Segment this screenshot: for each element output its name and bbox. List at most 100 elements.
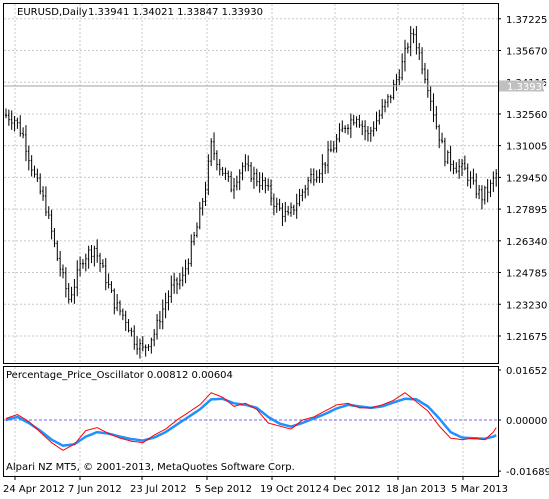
ohlc-bar [489,179,492,198]
price-tick-label: 1.32560 [506,110,547,121]
ohlc-bar [101,259,104,269]
ohlc-bar [164,292,167,319]
ohlc-bar [224,167,227,180]
ohlc-bar [361,120,364,136]
ohlc-bar [418,42,421,61]
ohlc-bar [272,193,275,216]
price-tick-label: 1.21675 [506,332,547,343]
ohlc-bar [158,310,161,330]
ohlc-bar [133,325,136,350]
indicator-label: Percentage_Price_Oscillator 0.00812 0.00… [6,370,233,381]
ohlc-bar [39,173,42,195]
ohlc-bar [7,109,10,126]
ppo-line [5,392,497,451]
time-tick-label: 23 Jul 2012 [130,484,187,495]
ohlc-bar [364,120,367,141]
ohlc-bar [247,155,250,172]
ohlc-bar [141,336,144,352]
ohlc-bar [113,288,116,315]
ohlc-bar [33,165,36,178]
ohlc-bar [181,266,184,287]
main-pane-frame [3,3,499,364]
ohlc-bar [307,176,310,196]
ohlc-bar [329,140,332,153]
price-tick-label: 1.26340 [506,237,547,248]
ohlc-bar [315,170,318,183]
ohlc-bar [443,137,446,167]
ohlc-bar [495,169,498,187]
ohlc-bar [67,282,70,304]
ohlc-bar [110,281,113,293]
ohlc-bar [250,162,253,183]
ohlc-bar [190,234,193,267]
ohlc-bar [304,184,307,199]
ohlc-bar [421,47,424,75]
ohlc-bar [432,93,435,123]
ohlc-bar [366,125,369,142]
ohlc-bar [230,171,233,193]
ohlc-bar [461,158,463,176]
ohlc-bar [287,205,290,216]
ohlc-bar [5,108,7,119]
ohlc-bar [321,154,324,183]
ohlc-bar [404,39,406,72]
ohlc-bar [398,69,401,86]
ohlc-bar [150,337,153,354]
ohlc-bar [261,172,264,190]
ohlc-bar [161,299,164,330]
ohlc-bar [53,228,56,248]
time-tick-label: 7 Jun 2012 [68,484,122,495]
ohlc-bar [455,162,458,174]
ohlc-bar [30,155,33,177]
ohlc-bar [87,245,90,269]
ohlc-bar [409,26,412,57]
time-tick-label: 5 Sep 2012 [195,484,252,495]
time-tick-label: 19 Oct 2012 [260,484,322,495]
ohlc-bar [449,145,452,172]
ohlc-bar [170,275,173,303]
ohlc-bar [241,162,244,181]
ohlc-bar [138,338,141,359]
ohlc-bar [258,172,261,193]
ohlc-bar [358,114,361,128]
ohlc-bar [121,308,124,321]
ohlc-bar [42,186,45,201]
ohlc-bar [452,160,455,175]
ohlc-bar [255,168,258,187]
ohlc-bar [107,273,110,289]
price-tick-label: 1.29450 [506,173,547,184]
ohlc-bar [233,178,235,199]
ohlc-bar [127,319,130,333]
ohlc-bar [22,127,25,139]
ohlc-bar [472,168,475,185]
ohlc-bar [290,202,292,217]
ohlc-bar [275,197,278,213]
ohlc-bar [218,159,221,176]
ohlc-bar [64,267,67,298]
ohlc-bar [79,256,82,277]
ohlc-bar [50,209,53,240]
ohlc-bar [84,253,87,272]
ohlc-bar [81,259,84,269]
ohlc-bar [327,140,330,174]
ohlc-bar [215,150,218,171]
time-tick-label: 18 Jan 2013 [386,484,446,495]
ohlc-bar [221,166,224,176]
ohlc-bar [59,250,62,277]
ohlc-bar [27,145,30,171]
time-tick-label: 5 Mar 2013 [451,484,508,495]
ohlc-bar [193,231,196,246]
chart-header-symbol: EURUSD,Daily [17,7,88,18]
indicator-pane-frame [3,366,499,477]
ohlc-bar [415,26,418,55]
ohlc-bar [13,115,16,132]
copyright-text: Alpari NZ MT5, © 2001-2013, MetaQuotes S… [6,462,295,473]
price-tick-label: 1.37225 [506,15,547,26]
ohlc-bar [295,193,298,219]
ohlc-bar [486,179,489,203]
ohlc-bar [270,179,273,206]
ohlc-bar [184,259,187,284]
indicator-tick-label: -0.01689 [506,467,549,478]
